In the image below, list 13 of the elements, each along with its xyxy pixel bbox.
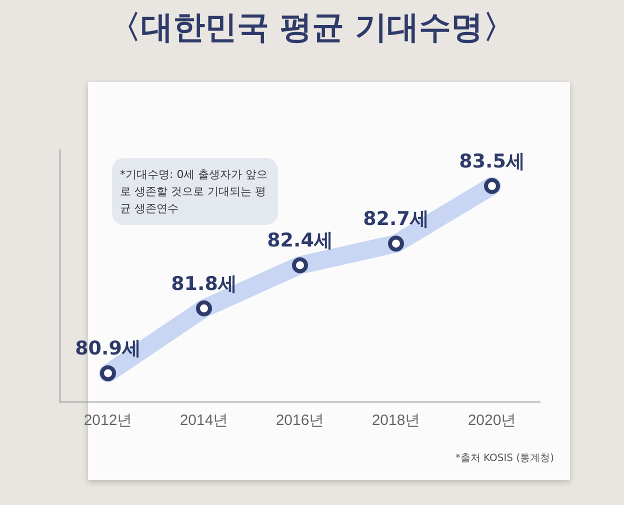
data-label: 83.5세 [459, 150, 525, 172]
annotation: *기대수명: 0세 출생자가 앞으로 생존할 것으로 기대되는 평균 생존연수 [112, 158, 278, 225]
x-tick-label: 2018년 [372, 412, 420, 430]
x-tick-label: 2016년 [276, 412, 324, 430]
text: *출처 KOSIS (통계청) [455, 452, 554, 465]
x-tick-label: 2020년 [468, 412, 516, 430]
data-label: 82.4세 [267, 230, 333, 252]
x-tick-label: 2012년 [84, 412, 132, 430]
chart-title: 〈대한민국 평균 기대수명〉 [108, 7, 516, 48]
x-tick-label: 2014년 [180, 412, 228, 430]
data-label: 82.7세 [363, 208, 429, 230]
data-label: 81.8세 [171, 272, 237, 295]
data-label: 80.9세 [75, 338, 141, 360]
